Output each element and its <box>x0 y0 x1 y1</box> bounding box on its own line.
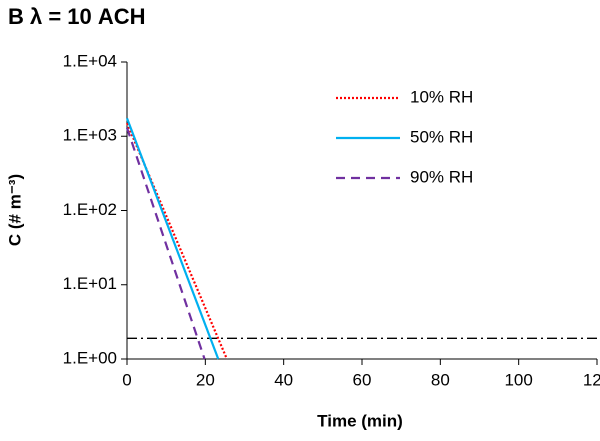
x-tick-label: 40 <box>274 370 293 389</box>
x-tick-label: 20 <box>196 370 215 389</box>
legend-label: 50% RH <box>410 127 473 146</box>
x-tick-label: 120 <box>583 370 600 389</box>
y-tick-label: 1.E+00 <box>63 348 117 367</box>
x-tick-label: 100 <box>504 370 532 389</box>
x-tick-label: 80 <box>431 370 450 389</box>
legend-label: 90% RH <box>410 167 473 186</box>
y-tick-label: 1.E+03 <box>63 126 117 145</box>
x-axis-label: Time (min) <box>317 411 403 430</box>
series-line <box>125 122 228 360</box>
y-tick-label: 1.E+02 <box>63 200 117 219</box>
x-tick-label: 0 <box>122 370 131 389</box>
legend-label: 10% RH <box>410 87 473 106</box>
y-tick-label: 1.E+01 <box>63 274 117 293</box>
series-line <box>125 127 206 360</box>
y-axis-label: C (# m⁻³) <box>5 174 24 246</box>
series-line <box>125 117 220 360</box>
y-tick-label: 1.E+04 <box>63 51 117 70</box>
chart-title: B λ = 10 ACH <box>8 4 146 29</box>
x-tick-label: 60 <box>353 370 372 389</box>
